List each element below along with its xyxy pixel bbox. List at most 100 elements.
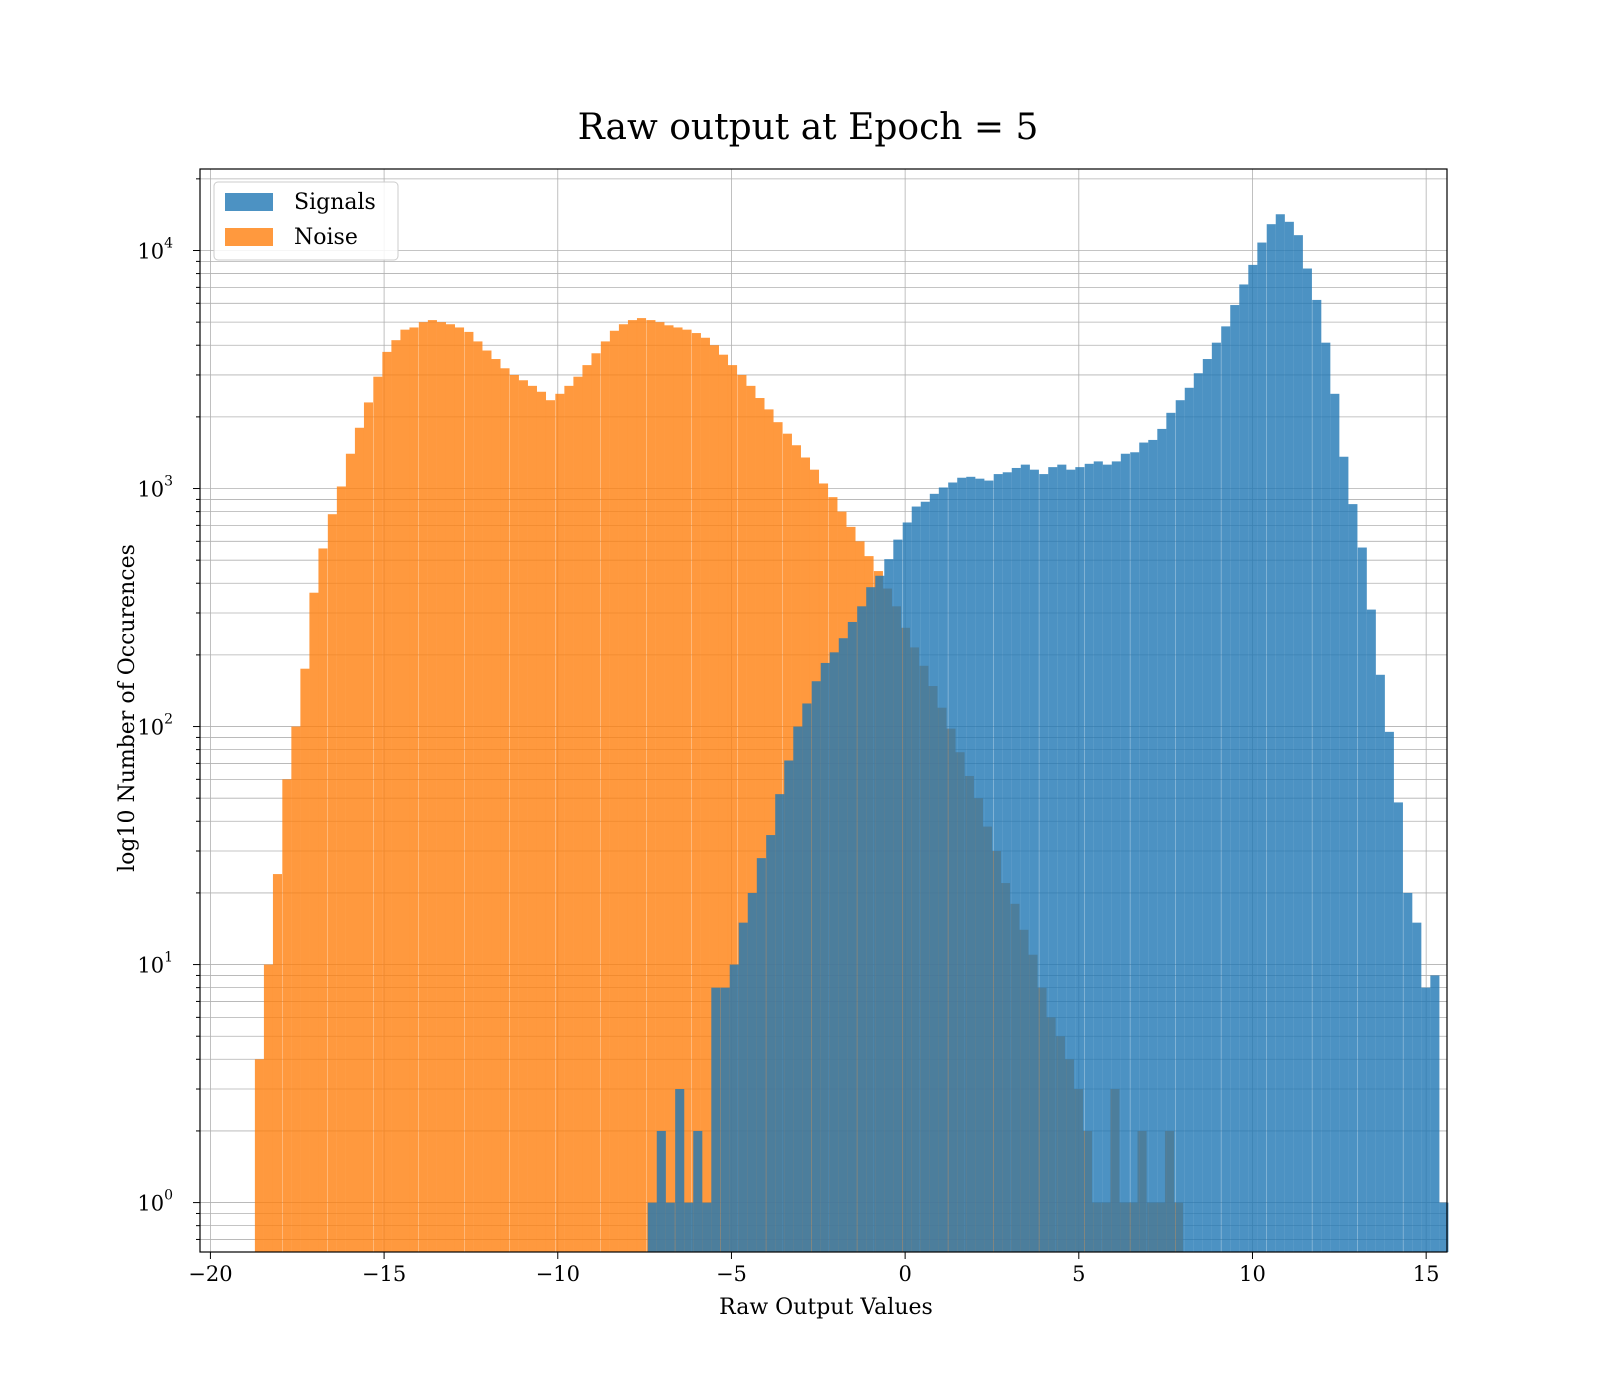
- legend-label-signals: Signals: [294, 190, 376, 215]
- histogram-bar-noise: [473, 341, 483, 1252]
- histogram-bar-signals: [1184, 387, 1194, 1252]
- x-tick-label: −15: [362, 1262, 406, 1286]
- histogram-bar-signals: [1066, 469, 1076, 1252]
- histogram-bar-signals: [1330, 393, 1340, 1252]
- histogram-bar-signals: [793, 726, 803, 1252]
- histogram-bar-signals: [1266, 224, 1276, 1253]
- histogram-bar-signals: [920, 501, 930, 1253]
- histogram-bar-noise: [618, 324, 628, 1253]
- y-tick-label: 103: [137, 474, 173, 502]
- series-signals: [647, 214, 1449, 1253]
- histogram-bar-noise: [518, 380, 528, 1252]
- histogram-bar-signals: [984, 480, 994, 1253]
- histogram-bar-signals: [1075, 467, 1085, 1253]
- y-tick-label: 104: [137, 236, 173, 264]
- histogram-bar-signals: [847, 621, 857, 1252]
- histogram-bar-signals: [875, 575, 885, 1252]
- histogram-bar-noise: [709, 345, 719, 1252]
- chart-title: Raw output at Epoch = 5: [578, 107, 1039, 148]
- histogram-bar-noise: [345, 453, 355, 1252]
- histogram-bar-noise: [282, 779, 292, 1252]
- histogram-bar-noise: [409, 327, 419, 1253]
- histogram-bar-noise: [418, 322, 428, 1252]
- histogram-bar-signals: [747, 892, 757, 1252]
- histogram-bar-noise: [363, 402, 374, 1253]
- histogram-bar-noise: [564, 385, 574, 1252]
- histogram-bar-noise: [291, 726, 301, 1252]
- x-tick-label: 5: [1072, 1262, 1085, 1286]
- x-tick-label: −5: [716, 1262, 747, 1286]
- x-tick-label: 0: [898, 1262, 911, 1286]
- histogram-bar-signals: [1412, 922, 1422, 1252]
- histogram-bar-signals: [1102, 464, 1112, 1253]
- x-tick-label: 15: [1413, 1262, 1440, 1286]
- histogram-bar-noise: [382, 351, 392, 1252]
- histogram-bar-signals: [1312, 299, 1322, 1252]
- histogram-bar-noise: [254, 1059, 264, 1252]
- x-tick-label: −20: [188, 1262, 232, 1286]
- histogram-bar-signals: [1057, 464, 1067, 1253]
- histogram-bar-signals: [1403, 892, 1413, 1252]
- histogram-bar-noise: [336, 486, 346, 1252]
- histogram-bar-signals: [1348, 504, 1358, 1252]
- histogram-bar-noise: [309, 592, 319, 1252]
- histogram-bar-signals: [1130, 452, 1140, 1252]
- histogram-bar-noise: [427, 320, 437, 1253]
- histogram-bar-signals: [1248, 264, 1258, 1252]
- histogram-bar-noise: [591, 353, 601, 1252]
- histogram-bar-noise: [509, 374, 519, 1252]
- histogram-bar-noise: [600, 341, 610, 1252]
- histogram-bar-signals: [1202, 359, 1212, 1252]
- plot-area-frame: [199, 168, 1448, 1253]
- histogram-bar-signals: [938, 487, 948, 1252]
- histogram-bar-signals: [1048, 467, 1058, 1253]
- histogram-bar-noise: [718, 354, 729, 1252]
- histogram-bar-signals: [1029, 469, 1039, 1252]
- histogram-bar-signals: [647, 1202, 657, 1252]
- histogram-bar-signals: [766, 835, 776, 1252]
- histogram-bar-noise: [673, 327, 683, 1253]
- histogram-bar-noise: [609, 330, 619, 1253]
- x-tick-label: 10: [1239, 1262, 1266, 1286]
- histogram-bar-signals: [1211, 342, 1221, 1252]
- histogram-bar-signals: [857, 606, 867, 1252]
- histogram-bar-noise: [263, 964, 273, 1252]
- histogram-bar-noise: [327, 514, 337, 1252]
- histogram-bar-signals: [1157, 428, 1167, 1253]
- y-tick-label: 101: [137, 950, 173, 978]
- histogram-bar-signals: [1011, 467, 1021, 1253]
- histogram-bar-signals: [838, 638, 848, 1252]
- histogram-bar-signals: [784, 760, 794, 1252]
- histogram-bar-signals: [884, 559, 894, 1252]
- y-tick-label: 100: [137, 1188, 173, 1216]
- histogram-bar-signals: [1393, 802, 1403, 1252]
- x-axis-label: Raw Output Values: [719, 1295, 933, 1320]
- histogram-bar-signals: [656, 1130, 666, 1252]
- histogram-bar-signals: [820, 662, 830, 1252]
- histogram-bar-noise: [400, 329, 410, 1253]
- histogram-bar-signals: [1166, 412, 1176, 1253]
- histogram-bar-noise: [373, 376, 383, 1252]
- histogram-bar-noise: [664, 325, 674, 1252]
- legend-swatch-noise: [225, 228, 273, 246]
- histogram-bar-noise: [636, 318, 647, 1252]
- histogram-bar-signals: [693, 1130, 703, 1252]
- histogram-bar-signals: [1039, 474, 1049, 1252]
- histogram-bar-noise: [464, 331, 474, 1252]
- histogram-bar-signals: [1284, 221, 1294, 1252]
- histogram-bar-noise: [300, 668, 310, 1252]
- histogram-bar-noise: [545, 400, 556, 1252]
- histogram-bar-signals: [966, 476, 976, 1252]
- histogram-bar-noise: [500, 368, 510, 1252]
- histogram-bar-signals: [1366, 609, 1376, 1252]
- histogram-bar-signals: [1139, 442, 1149, 1252]
- histogram-bar-signals: [802, 703, 812, 1252]
- histogram-bar-signals: [1093, 461, 1103, 1252]
- histogram-bar-noise: [746, 385, 756, 1252]
- histogram-bar-signals: [1375, 674, 1385, 1252]
- histogram-bar-signals: [893, 539, 903, 1252]
- histogram-bar-noise: [445, 324, 456, 1253]
- histogram-bar-signals: [1230, 305, 1240, 1253]
- histogram-bar-signals: [948, 482, 958, 1252]
